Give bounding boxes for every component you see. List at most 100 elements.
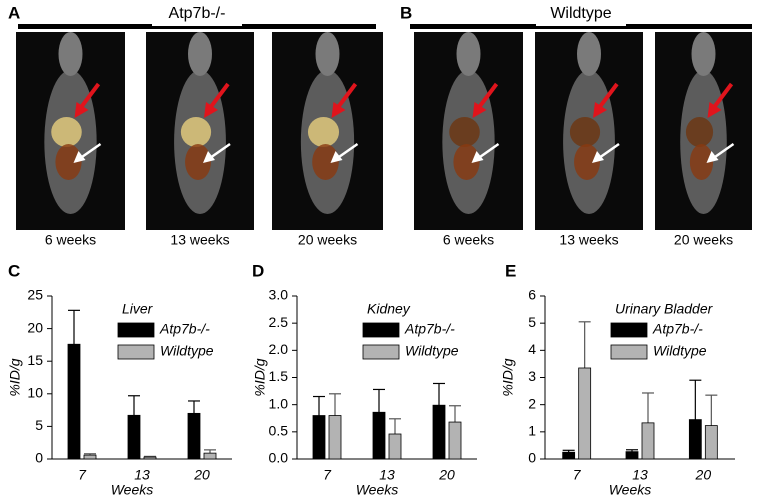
y-tick-label: 2.5	[269, 314, 289, 330]
red-arrowhead	[472, 102, 487, 118]
image-caption: 20 weeks	[298, 232, 357, 248]
legend-label: Atp7b-/-	[404, 321, 455, 337]
x-axis-label: Weeks	[111, 482, 154, 498]
annotation: Urinary Bladder	[615, 301, 714, 317]
y-tick-label: 5	[528, 314, 536, 330]
bar	[625, 451, 639, 460]
bar	[143, 456, 157, 460]
y-tick-label: 3	[528, 368, 536, 384]
legend-label: Atp7b-/-	[159, 321, 210, 337]
x-axis-label: Weeks	[356, 482, 399, 498]
group-bar	[18, 24, 376, 29]
bar	[372, 411, 386, 460]
bar	[328, 415, 342, 460]
x-axis-label: Weeks	[609, 482, 652, 498]
bar	[578, 367, 592, 460]
head-outline	[188, 32, 212, 76]
tracer-signal	[185, 144, 211, 180]
tracer-signal	[312, 144, 339, 180]
bar	[688, 419, 702, 460]
head-outline	[691, 32, 716, 76]
y-tick-label: 0.5	[269, 423, 289, 439]
legend-swatch	[117, 322, 155, 338]
x-tick-label: 13	[379, 467, 395, 483]
bar	[448, 421, 462, 460]
panel-label: B	[400, 3, 412, 22]
bar	[704, 425, 718, 460]
panel-label: C	[8, 261, 20, 280]
white-arrow	[79, 142, 102, 160]
red-arrowhead	[593, 102, 607, 118]
y-tick-label: 0	[528, 450, 536, 466]
white-arrowhead	[471, 151, 484, 163]
red-arrow	[208, 82, 230, 110]
bar	[562, 451, 576, 460]
annotation: Kidney	[367, 301, 411, 317]
white-arrow	[209, 142, 231, 160]
head-outline	[456, 32, 481, 76]
bar	[388, 433, 402, 460]
y-axis-label: %ID/g	[7, 358, 23, 396]
y-tick-label: 25	[27, 287, 43, 303]
bar	[432, 404, 446, 460]
legend-swatch	[117, 344, 155, 360]
y-tick-label: 6	[528, 287, 536, 303]
white-arrowhead	[592, 151, 604, 163]
x-tick-label: 20	[438, 467, 455, 483]
tracer-signal	[689, 144, 714, 180]
panel-label: E	[505, 261, 516, 280]
group-title: Wildtype	[550, 5, 611, 22]
x-tick-label: 20	[695, 467, 712, 483]
white-arrowhead	[73, 151, 86, 163]
x-tick-label: 13	[134, 467, 150, 483]
y-tick-label: 1.0	[269, 395, 289, 411]
red-arrow	[335, 82, 358, 110]
image-caption: 13 weeks	[559, 232, 618, 248]
white-arrowhead	[330, 151, 343, 163]
bar	[67, 343, 81, 460]
tracer-signal	[51, 117, 82, 147]
white-arrow	[336, 142, 359, 160]
tracer-signal	[55, 144, 82, 180]
group-title: Atp7b-/-	[169, 5, 226, 22]
y-tick-label: 5	[35, 417, 43, 433]
legend-swatch	[362, 322, 400, 338]
image-caption: 6 weeks	[443, 232, 494, 248]
legend-label: Wildtype	[653, 343, 707, 359]
bar	[127, 414, 141, 460]
bar	[641, 422, 655, 460]
bar	[203, 452, 217, 460]
tracer-signal	[307, 117, 340, 147]
x-tick-label: 7	[573, 467, 582, 483]
red-arrowhead	[331, 102, 346, 118]
x-tick-label: 13	[632, 467, 648, 483]
white-arrow	[477, 142, 500, 160]
x-tick-label: 7	[323, 467, 332, 483]
red-arrow	[78, 82, 101, 110]
y-tick-label: 0	[35, 450, 43, 466]
red-arrow	[476, 82, 499, 110]
legend-label: Atp7b-/-	[652, 321, 703, 337]
bar	[312, 415, 326, 460]
group-title-bg	[152, 2, 242, 26]
legend-swatch	[610, 322, 648, 338]
image-caption: 13 weeks	[170, 232, 229, 248]
tracer-signal	[574, 144, 600, 180]
y-tick-label: 15	[27, 352, 43, 368]
white-arrowhead	[203, 151, 215, 163]
red-arrowhead	[204, 102, 218, 118]
white-arrowhead	[706, 151, 719, 163]
red-arrowhead	[707, 102, 722, 118]
y-axis-label: %ID/g	[252, 358, 268, 396]
image-caption: 20 weeks	[674, 232, 733, 248]
group-title-bg	[536, 2, 626, 26]
tracer-signal	[569, 117, 601, 147]
image-caption: 6 weeks	[45, 232, 96, 248]
red-arrow	[711, 82, 734, 110]
red-arrowhead	[74, 102, 89, 118]
x-tick-label: 20	[193, 467, 210, 483]
tracer-signal	[453, 144, 480, 180]
y-tick-label: 3.0	[269, 287, 289, 303]
y-tick-label: 2	[528, 395, 536, 411]
head-outline	[58, 32, 83, 76]
